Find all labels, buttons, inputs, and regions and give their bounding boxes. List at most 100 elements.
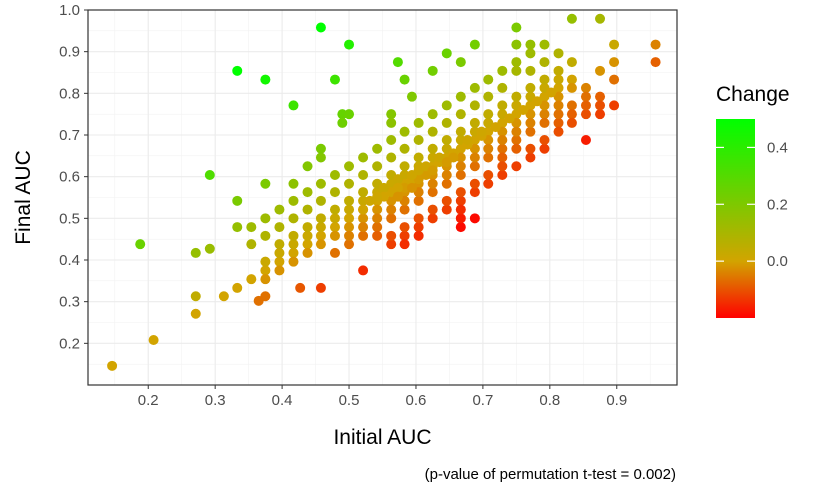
data-point xyxy=(553,100,564,111)
data-point xyxy=(344,213,355,224)
data-point xyxy=(372,213,383,224)
data-point xyxy=(392,57,403,68)
data-point xyxy=(483,91,494,102)
data-point xyxy=(441,135,452,145)
data-point xyxy=(315,152,326,163)
data-point xyxy=(490,122,501,133)
x-axis: 0.2 0.3 0.4 0.5 0.6 0.7 0.8 0.9 xyxy=(138,385,627,409)
y-tick-label: 0.4 xyxy=(59,252,80,269)
data-point xyxy=(553,74,564,85)
x-axis-title: Initial AUC xyxy=(333,426,431,449)
data-point xyxy=(650,39,661,50)
data-point xyxy=(337,117,348,128)
data-point xyxy=(497,82,508,93)
data-point xyxy=(441,117,452,128)
data-point xyxy=(358,222,369,233)
data-point xyxy=(553,126,564,137)
data-point xyxy=(288,239,299,250)
data-point xyxy=(232,195,243,206)
data-point xyxy=(595,91,606,102)
data-point xyxy=(135,239,146,250)
data-point xyxy=(399,161,410,172)
data-point xyxy=(595,13,606,24)
data-point xyxy=(344,109,355,120)
data-point xyxy=(497,143,508,154)
caption: (p-value of permutation t-test = 0.002) xyxy=(425,466,676,483)
data-point xyxy=(539,100,550,111)
y-tick-label: 0.7 xyxy=(59,127,80,144)
data-point xyxy=(386,117,397,128)
data-point xyxy=(288,230,299,241)
data-point xyxy=(344,178,355,189)
y-tick-label: 1.0 xyxy=(59,2,80,19)
data-point xyxy=(525,143,536,154)
data-point xyxy=(427,109,438,120)
data-point xyxy=(315,213,326,224)
data-point xyxy=(413,117,424,128)
data-point xyxy=(358,152,369,163)
data-point xyxy=(302,222,313,233)
data-point xyxy=(566,109,577,120)
data-point xyxy=(483,74,494,85)
data-point xyxy=(525,126,536,137)
data-point xyxy=(497,152,508,163)
data-point xyxy=(232,282,243,293)
data-point xyxy=(413,165,424,176)
data-point xyxy=(580,135,591,145)
data-point xyxy=(372,191,383,202)
data-point xyxy=(427,126,438,137)
data-point xyxy=(469,178,480,189)
data-point xyxy=(476,126,487,137)
data-point xyxy=(525,65,536,76)
data-point xyxy=(344,204,355,215)
data-point xyxy=(455,152,466,163)
x-tick-label: 0.3 xyxy=(205,392,226,409)
data-point xyxy=(315,222,326,233)
data-point xyxy=(386,239,397,250)
data-point xyxy=(539,143,550,154)
data-point xyxy=(566,13,577,24)
data-point xyxy=(329,213,340,224)
data-point xyxy=(483,170,494,180)
data-point xyxy=(434,152,445,163)
data-point xyxy=(315,282,326,293)
data-point xyxy=(344,230,355,241)
data-point xyxy=(392,174,403,185)
data-point xyxy=(218,291,229,302)
data-point xyxy=(441,178,452,189)
data-point xyxy=(455,204,466,215)
data-point xyxy=(386,135,397,145)
data-point xyxy=(372,230,383,241)
data-point xyxy=(288,100,299,111)
data-point xyxy=(483,178,494,189)
data-point xyxy=(302,187,313,198)
y-tick-label: 0.3 xyxy=(59,294,80,311)
grid-major xyxy=(88,9,677,385)
data-point xyxy=(329,247,340,258)
data-point xyxy=(539,135,550,145)
data-point xyxy=(511,39,522,50)
data-point xyxy=(274,256,285,267)
y-tick-label: 0.8 xyxy=(59,85,80,102)
legend-tick-label: 0.4 xyxy=(767,139,788,156)
data-point xyxy=(274,222,285,233)
x-tick-label: 0.7 xyxy=(472,392,493,409)
data-point xyxy=(525,117,536,128)
data-point xyxy=(358,170,369,180)
data-point xyxy=(288,247,299,258)
data-point xyxy=(358,187,369,198)
data-point xyxy=(344,222,355,233)
data-point xyxy=(372,222,383,233)
data-point xyxy=(483,117,494,128)
data-point xyxy=(511,22,522,33)
data-point xyxy=(455,222,466,233)
data-point xyxy=(246,274,257,285)
data-point xyxy=(441,48,452,59)
data-point xyxy=(553,117,564,128)
data-point xyxy=(469,187,480,198)
data-point xyxy=(469,100,480,111)
data-point xyxy=(190,308,201,319)
data-point xyxy=(329,187,340,198)
data-point xyxy=(386,213,397,224)
legend: Change 0.0 0.2 0.4 xyxy=(716,83,790,318)
